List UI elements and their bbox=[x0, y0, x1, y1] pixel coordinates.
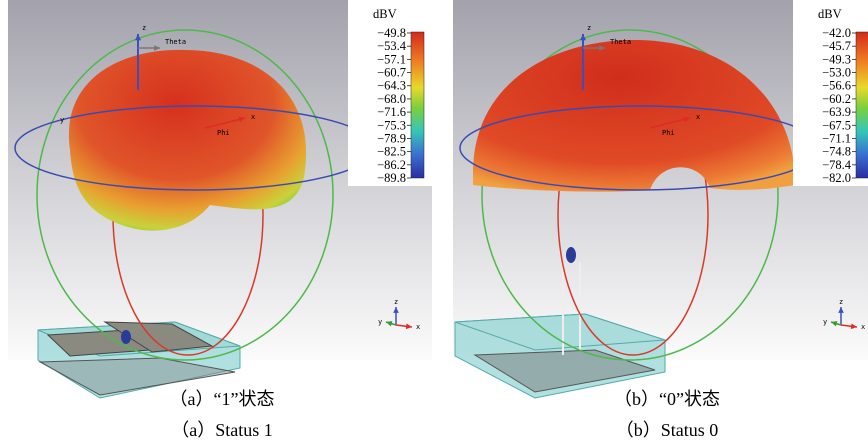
caption-zh: （b）“0”状态 bbox=[614, 389, 720, 409]
scale-label: −49.3 bbox=[822, 52, 851, 66]
scale-label: −82.0 bbox=[822, 171, 851, 185]
color-bar bbox=[856, 32, 868, 178]
scale-label: −67.5 bbox=[822, 118, 851, 132]
caption-zh: （a）“1”状态 bbox=[170, 389, 275, 409]
scale-label: −78.9 bbox=[377, 131, 406, 145]
scale-label: −63.9 bbox=[822, 105, 851, 119]
triad-label: z bbox=[839, 298, 843, 306]
page: {"panels": [ {"unit": "dBV", "scale": ["… bbox=[0, 0, 868, 443]
scale-label: −56.6 bbox=[822, 79, 851, 93]
scale-label: −53.0 bbox=[822, 66, 851, 80]
radiation-pattern bbox=[69, 50, 306, 231]
color-bar bbox=[411, 32, 424, 178]
caption-en: （a）Status 1 bbox=[171, 420, 273, 440]
scale-label: −82.5 bbox=[377, 145, 406, 159]
triad-label: y bbox=[823, 318, 827, 326]
scale-label: −45.7 bbox=[822, 39, 851, 53]
axis-label: x bbox=[696, 113, 700, 121]
scale-label: −60.7 bbox=[377, 66, 406, 80]
axis-label: z bbox=[587, 24, 591, 32]
scale-label: −74.8 bbox=[822, 145, 851, 159]
triad-label: y bbox=[378, 318, 382, 326]
scale-label: −64.3 bbox=[377, 79, 406, 93]
scale-label: −78.4 bbox=[822, 158, 852, 172]
scale-label: −89.8 bbox=[377, 171, 406, 185]
panel: z Theta x Phi y z y x dBV −49.8−53.4−57.1−60.7−64… bbox=[8, 0, 432, 440]
axis-label: Theta bbox=[165, 38, 186, 46]
triad-label: x bbox=[416, 323, 420, 331]
axis-label: Phi bbox=[662, 129, 675, 137]
scale-label: −57.1 bbox=[377, 52, 406, 66]
diode bbox=[121, 330, 131, 344]
triad-label: z bbox=[394, 298, 398, 306]
axis-label: y bbox=[60, 116, 64, 124]
legend-unit: dBV bbox=[818, 7, 842, 21]
triad-label: x bbox=[861, 323, 865, 331]
scale-label: −75.3 bbox=[377, 118, 406, 132]
axis-label: Theta bbox=[610, 38, 631, 46]
axis-label: x bbox=[251, 113, 255, 121]
figure: z Theta x Phi y z y x dBV −49.8−53.4−57.1−60.7−64… bbox=[0, 0, 868, 443]
scale-label: −86.2 bbox=[377, 158, 406, 172]
panel: z Theta x Phi z y x dBV −42.0−45.7−49.3−53.0−56.… bbox=[453, 0, 868, 440]
diode bbox=[566, 247, 576, 263]
scale-label: −53.4 bbox=[377, 39, 407, 53]
scale-label: −68.0 bbox=[377, 92, 406, 106]
scale-label: −71.1 bbox=[822, 131, 851, 145]
axis-label: z bbox=[142, 24, 146, 32]
scale-label: −71.6 bbox=[377, 105, 406, 119]
axis-label: Phi bbox=[217, 129, 230, 137]
legend-unit: dBV bbox=[373, 7, 397, 21]
caption-en: （b）Status 0 bbox=[616, 420, 719, 440]
scale-label: −42.0 bbox=[822, 26, 851, 40]
scale-label: −49.8 bbox=[377, 26, 406, 40]
scale-label: −60.2 bbox=[822, 92, 851, 106]
